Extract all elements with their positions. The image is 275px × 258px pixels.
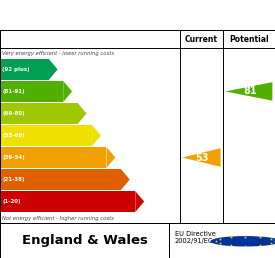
Text: G: G bbox=[146, 197, 155, 207]
Text: Potential: Potential bbox=[229, 35, 269, 44]
Text: A: A bbox=[60, 64, 68, 74]
Polygon shape bbox=[135, 191, 144, 212]
Text: C: C bbox=[88, 108, 96, 118]
Text: Very energy efficient - lower running costs: Very energy efficient - lower running co… bbox=[2, 51, 114, 55]
Ellipse shape bbox=[210, 236, 275, 246]
Bar bbox=[1, 147, 106, 168]
Text: D: D bbox=[103, 131, 111, 140]
Polygon shape bbox=[182, 148, 221, 167]
Text: 53: 53 bbox=[196, 152, 209, 163]
Text: (69-80): (69-80) bbox=[2, 111, 25, 116]
Polygon shape bbox=[121, 169, 130, 190]
Bar bbox=[1, 169, 121, 190]
Text: B: B bbox=[74, 86, 82, 96]
Polygon shape bbox=[78, 103, 86, 124]
Text: F: F bbox=[132, 174, 139, 184]
Text: EU Directive
2002/91/EC: EU Directive 2002/91/EC bbox=[175, 231, 216, 244]
Bar bbox=[1, 125, 92, 146]
Text: Current: Current bbox=[185, 35, 218, 44]
Bar bbox=[1, 59, 49, 80]
Text: (1-20): (1-20) bbox=[2, 199, 21, 204]
Text: 81: 81 bbox=[243, 86, 257, 96]
Polygon shape bbox=[63, 81, 72, 102]
Polygon shape bbox=[92, 125, 101, 146]
Text: England & Wales: England & Wales bbox=[22, 234, 147, 247]
Text: Energy Efficiency Rating: Energy Efficiency Rating bbox=[8, 8, 210, 23]
Bar bbox=[1, 103, 78, 124]
Bar bbox=[1, 81, 63, 102]
Text: Not energy efficient - higher running costs: Not energy efficient - higher running co… bbox=[2, 216, 114, 221]
Text: E: E bbox=[117, 152, 124, 163]
Text: (81-91): (81-91) bbox=[2, 89, 25, 94]
Text: (21-38): (21-38) bbox=[2, 177, 25, 182]
Text: (92 plus): (92 plus) bbox=[2, 67, 30, 72]
Polygon shape bbox=[49, 59, 58, 80]
Polygon shape bbox=[226, 82, 272, 101]
Text: (55-68): (55-68) bbox=[2, 133, 25, 138]
Polygon shape bbox=[106, 147, 115, 168]
Text: (39-54): (39-54) bbox=[2, 155, 25, 160]
Bar bbox=[1, 191, 135, 212]
